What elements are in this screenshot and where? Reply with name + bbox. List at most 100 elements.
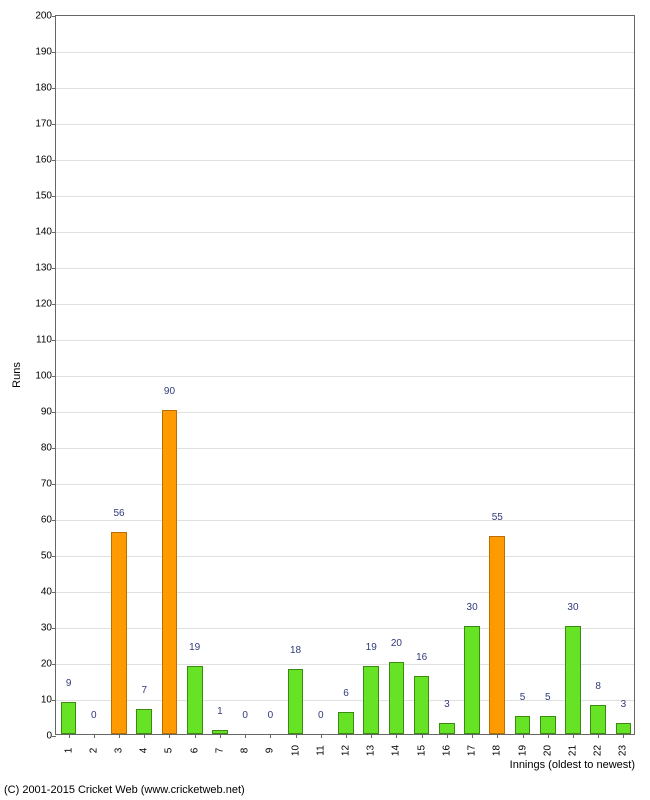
xtick-mark	[573, 734, 574, 738]
ytick-label: 100	[35, 371, 52, 382]
ytick-label: 180	[35, 83, 52, 94]
bar-value-label: 1	[217, 706, 223, 717]
bar	[414, 676, 430, 734]
bar	[590, 705, 606, 734]
gridline	[56, 88, 634, 89]
xtick-mark	[371, 734, 372, 738]
xtick-mark	[396, 734, 397, 738]
xtick-mark	[472, 734, 473, 738]
bar	[288, 669, 304, 734]
ytick-label: 90	[41, 407, 52, 418]
xtick-label: 11	[315, 745, 326, 755]
xtick-label: 9	[265, 748, 276, 754]
copyright-text: (C) 2001-2015 Cricket Web (www.cricketwe…	[4, 784, 245, 796]
page: 0102030405060708090100110120130140150160…	[0, 0, 650, 800]
xtick-mark	[245, 734, 246, 738]
gridline	[56, 628, 634, 629]
bar-value-label: 30	[467, 602, 478, 613]
ytick-label: 170	[35, 119, 52, 130]
bar-value-label: 16	[416, 652, 427, 663]
xtick-label: 6	[189, 748, 200, 754]
ytick-mark	[52, 304, 56, 305]
ytick-mark	[52, 376, 56, 377]
gridline	[56, 484, 634, 485]
xtick-label: 15	[416, 745, 427, 756]
xtick-mark	[144, 734, 145, 738]
bar	[489, 536, 505, 734]
ytick-label: 150	[35, 191, 52, 202]
bar-value-label: 9	[66, 678, 72, 689]
xtick-mark	[548, 734, 549, 738]
ytick-mark	[52, 124, 56, 125]
ytick-label: 10	[41, 695, 52, 706]
ytick-mark	[52, 412, 56, 413]
gridline	[56, 412, 634, 413]
ytick-label: 60	[41, 515, 52, 526]
xtick-label: 8	[240, 748, 251, 754]
bar	[616, 723, 632, 734]
ytick-mark	[52, 196, 56, 197]
ytick-mark	[52, 16, 56, 17]
gridline	[56, 232, 634, 233]
ytick-mark	[52, 556, 56, 557]
xtick-label: 5	[164, 748, 175, 754]
bar	[136, 709, 152, 734]
gridline	[56, 376, 634, 377]
gridline	[56, 160, 634, 161]
bar	[515, 716, 531, 734]
ytick-mark	[52, 88, 56, 89]
xtick-mark	[119, 734, 120, 738]
ytick-label: 50	[41, 551, 52, 562]
xtick-mark	[169, 734, 170, 738]
ytick-mark	[52, 664, 56, 665]
x-axis-title: Innings (oldest to newest)	[510, 759, 635, 771]
bar-value-label: 6	[343, 688, 349, 699]
gridline	[56, 304, 634, 305]
bar-value-label: 0	[318, 710, 324, 721]
bar-value-label: 19	[189, 642, 200, 653]
bar-value-label: 8	[595, 681, 601, 692]
bar-value-label: 30	[567, 602, 578, 613]
xtick-label: 14	[391, 745, 402, 756]
ytick-label: 30	[41, 623, 52, 634]
bar-value-label: 7	[141, 685, 147, 696]
xtick-mark	[422, 734, 423, 738]
gridline	[56, 268, 634, 269]
plot-area: 0102030405060708090100110120130140150160…	[55, 15, 635, 735]
bar	[363, 666, 379, 734]
chart-frame: 0102030405060708090100110120130140150160…	[0, 0, 650, 800]
bar	[111, 532, 127, 734]
bar	[61, 702, 77, 734]
xtick-label: 13	[366, 745, 377, 756]
bar-value-label: 19	[366, 642, 377, 653]
gridline	[56, 124, 634, 125]
xtick-mark	[296, 734, 297, 738]
xtick-mark	[321, 734, 322, 738]
xtick-mark	[523, 734, 524, 738]
xtick-label: 10	[290, 745, 301, 756]
gridline	[56, 448, 634, 449]
ytick-mark	[52, 628, 56, 629]
bar	[338, 712, 354, 734]
gridline	[56, 556, 634, 557]
ytick-label: 70	[41, 479, 52, 490]
gridline	[56, 664, 634, 665]
bar	[565, 626, 581, 734]
xtick-mark	[598, 734, 599, 738]
xtick-label: 22	[593, 745, 604, 756]
xtick-label: 12	[341, 745, 352, 756]
ytick-mark	[52, 700, 56, 701]
bar-value-label: 5	[520, 692, 526, 703]
xtick-label: 23	[618, 745, 629, 756]
bar	[187, 666, 203, 734]
ytick-mark	[52, 448, 56, 449]
bar-value-label: 5	[545, 692, 551, 703]
ytick-label: 140	[35, 227, 52, 238]
bar-value-label: 0	[91, 710, 97, 721]
ytick-mark	[52, 340, 56, 341]
gridline	[56, 592, 634, 593]
xtick-label: 2	[88, 748, 99, 754]
xtick-mark	[447, 734, 448, 738]
xtick-label: 20	[542, 745, 553, 756]
ytick-mark	[52, 736, 56, 737]
